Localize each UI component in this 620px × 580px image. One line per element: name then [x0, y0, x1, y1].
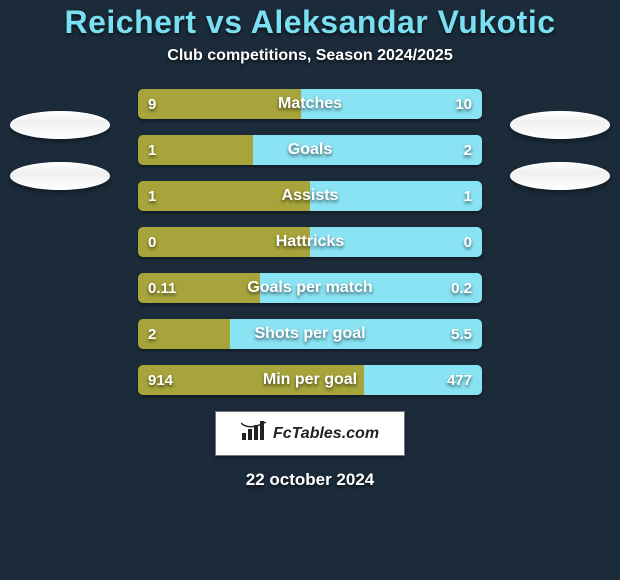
stat-row: 0.110.2Goals per match [138, 273, 482, 303]
page-subtitle: Club competitions, Season 2024/2025 [0, 47, 620, 65]
brand-text: FcTables.com [273, 425, 379, 443]
stats-block: 910Matches 12Goals 11Assists 00Hattricks 0.1… [138, 89, 482, 395]
stat-row: 914477Min per goal [138, 365, 482, 395]
bar-chart-icon [241, 421, 267, 446]
stat-row: 910Matches [138, 89, 482, 119]
stat-label: Shots per goal [138, 319, 482, 349]
stat-label: Goals per match [138, 273, 482, 303]
right-team-badge [510, 111, 610, 139]
stat-label: Assists [138, 181, 482, 211]
stat-row: 25.5Shots per goal [138, 319, 482, 349]
brand-box[interactable]: FcTables.com [215, 411, 405, 456]
stat-label: Min per goal [138, 365, 482, 395]
right-team-badge-2 [510, 162, 610, 190]
page-title: Reichert vs Aleksandar Vukotic [0, 4, 620, 41]
stat-row: 12Goals [138, 135, 482, 165]
footer-date: 22 october 2024 [0, 470, 620, 490]
left-team-badge [10, 111, 110, 139]
infographic-container: Reichert vs Aleksandar Vukotic Club comp… [0, 0, 620, 580]
stat-row: 11Assists [138, 181, 482, 211]
left-team-badge-2 [10, 162, 110, 190]
stat-label: Hattricks [138, 227, 482, 257]
stat-row: 00Hattricks [138, 227, 482, 257]
stat-label: Goals [138, 135, 482, 165]
stat-label: Matches [138, 89, 482, 119]
